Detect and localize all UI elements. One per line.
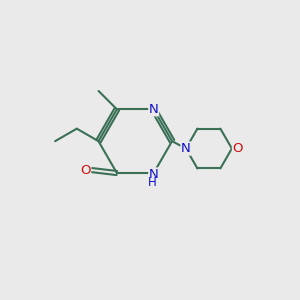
Text: O: O xyxy=(80,164,91,177)
Text: N: N xyxy=(149,168,159,181)
Text: N: N xyxy=(149,103,159,116)
Text: N: N xyxy=(181,142,191,155)
Text: H: H xyxy=(148,176,157,189)
Text: O: O xyxy=(232,142,243,155)
